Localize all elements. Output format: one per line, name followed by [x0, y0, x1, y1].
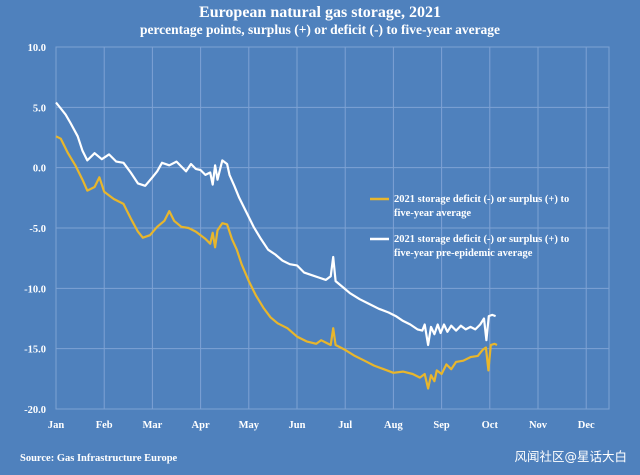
chart-subtitle: percentage points, surplus (+) or defici… [140, 22, 500, 37]
legend-label: 2021 storage deficit (-) or surplus (+) … [394, 194, 569, 205]
source-note: Source: Gas Infrastructure Europe [20, 453, 178, 464]
y-tick-label: -10.0 [24, 284, 46, 295]
y-tick-label: 10.0 [28, 43, 46, 54]
watermark-text: 风闻社区@星话大白 [514, 449, 627, 464]
legend-label: five-year pre-epidemic average [394, 248, 533, 259]
x-axis-ticks: Jan Feb Mar Apr May Jun Jul Aug Sep Oct Nov Dec [48, 420, 595, 431]
x-tick-label: Apr [192, 420, 210, 431]
series-lines [55, 101, 498, 390]
gridlines [56, 46, 609, 410]
series-line-pre-epidemic-average [55, 101, 496, 347]
x-tick-label: Mar [142, 420, 162, 431]
x-tick-label: May [239, 420, 260, 431]
y-tick-label: 0.0 [33, 164, 46, 175]
x-tick-label: Sep [433, 420, 450, 431]
x-tick-label: Jun [289, 420, 306, 431]
y-axis-ticks: 10.0 5.0 0.0 -5.0 -10.0 -15.0 -20.0 [24, 43, 46, 416]
x-tick-label: Feb [96, 420, 113, 431]
y-tick-label: -5.0 [29, 224, 46, 235]
x-tick-label: Nov [529, 420, 548, 431]
x-tick-label: Dec [578, 420, 595, 431]
chart-title: European natural gas storage, 2021 [199, 4, 441, 21]
legend-label: five-year average [394, 208, 471, 219]
x-tick-label: Jan [48, 420, 65, 431]
y-tick-label: 5.0 [33, 103, 46, 114]
legend: 2021 storage deficit (-) or surplus (+) … [370, 194, 569, 259]
x-tick-label: Oct [482, 420, 499, 431]
x-tick-label: Aug [384, 420, 403, 431]
series-line-five-year-average [55, 135, 498, 390]
y-tick-label: -20.0 [24, 405, 46, 416]
legend-label: 2021 storage deficit (-) or surplus (+) … [394, 234, 569, 245]
x-tick-label: Jul [338, 420, 352, 431]
y-tick-label: -15.0 [24, 345, 46, 356]
